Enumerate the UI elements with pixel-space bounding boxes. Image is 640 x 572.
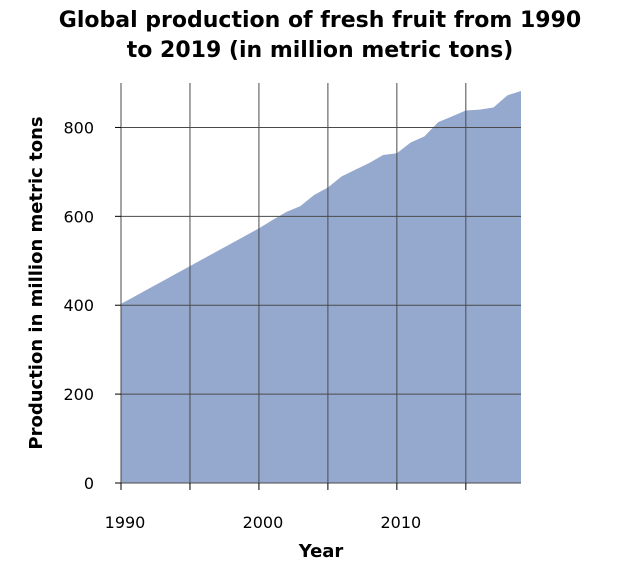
chart-title: Global production of fresh fruit from 19…: [0, 6, 640, 66]
y-tick-label-200: 200: [63, 385, 94, 404]
y-tick-label-800: 800: [63, 118, 94, 137]
chart-title-line-2: to 2019 (in million metric tons): [126, 38, 514, 63]
area-layer: [121, 91, 521, 483]
production-area: [121, 91, 521, 483]
y-tick-label-400: 400: [63, 296, 94, 315]
y-axis-label: Production in million metric tons: [26, 116, 47, 449]
grid-layer: [120, 83, 521, 484]
chart-title-line-1: Global production of fresh fruit from 19…: [58, 8, 582, 33]
x-axis-label: Year: [298, 541, 344, 562]
y-tick-label-600: 600: [63, 207, 94, 226]
y-tick-label-0: 0: [84, 474, 94, 493]
x-tick-label-2010: 2010: [381, 513, 422, 532]
x-tick-label-2000: 2000: [243, 513, 284, 532]
x-tick-label-1990: 1990: [105, 513, 146, 532]
tick-layer: 0 200 400 600 800 1990 2000 2010: [63, 118, 467, 532]
